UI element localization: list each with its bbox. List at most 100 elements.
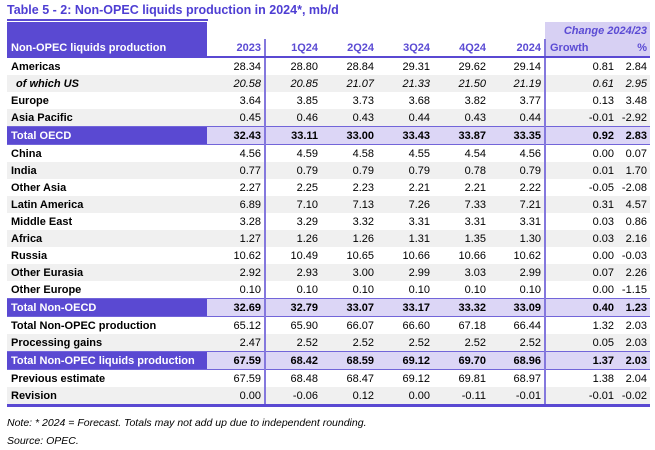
cell-value: 1.30 — [489, 230, 546, 247]
cell-value: 0.10 — [265, 281, 321, 299]
column-header: 2023 — [207, 39, 266, 58]
cell-value: 28.84 — [321, 57, 377, 75]
cell-value: 10.66 — [433, 247, 489, 264]
cell-value: 2.52 — [377, 334, 433, 352]
cell-value: -0.06 — [265, 387, 321, 407]
table-row: Americas 28.34 28.80 28.84 29.31 29.62 29.14 0.… — [7, 57, 650, 75]
note-text: Note: * 2024 = Forecast. Totals may not … — [7, 417, 367, 429]
cell-value: 6.89 — [207, 196, 266, 213]
cell-value: 2.47 — [207, 334, 266, 352]
cell-value: 10.65 — [321, 247, 377, 264]
table-body: Americas 28.34 28.80 28.84 29.31 29.62 29.14 0.… — [7, 57, 650, 407]
production-table: Non-OPEC liquids production Change 2024/… — [7, 22, 650, 407]
table-row: Europe 3.64 3.85 3.73 3.68 3.82 3.77 0.13 3.48 — [7, 92, 650, 109]
cell-value: 65.90 — [265, 316, 321, 334]
cell-value: 29.31 — [377, 57, 433, 75]
cell-value: 7.26 — [377, 196, 433, 213]
cell-value: 3.73 — [321, 92, 377, 109]
cell-value: 20.85 — [265, 75, 321, 92]
table-header-label: Non-OPEC liquids production — [7, 22, 207, 58]
cell-value: 0.10 — [489, 281, 546, 299]
table-row: Total Non-OPEC production 65.12 65.90 66.07… — [7, 316, 650, 334]
cell-value: 2.03 — [617, 334, 650, 352]
row-label: Total OECD — [7, 126, 207, 145]
cell-value: 69.12 — [377, 351, 433, 370]
cell-value: 3.03 — [433, 264, 489, 281]
cell-value: 3.32 — [321, 213, 377, 230]
cell-value: 0.10 — [433, 281, 489, 299]
cell-value: 2.52 — [265, 334, 321, 352]
cell-value: 0.77 — [207, 162, 266, 179]
row-label: Middle East — [7, 213, 207, 230]
cell-value: 69.12 — [377, 369, 433, 387]
table-row: Total Non-OPEC liquids production 67.59 68… — [7, 351, 650, 370]
cell-value: 1.35 — [433, 230, 489, 247]
cell-value: 2.84 — [617, 57, 650, 75]
cell-value: 4.56 — [489, 144, 546, 162]
cell-value: 2.95 — [617, 75, 650, 92]
row-label: Total Non-OECD — [7, 298, 207, 317]
cell-value: 0.10 — [377, 281, 433, 299]
table-row: Revision 0.00 -0.06 0.12 0.00 -0.11 -0.01 -0.01… — [7, 387, 650, 407]
cell-value: 69.81 — [433, 369, 489, 387]
cell-value: 0.43 — [433, 109, 489, 127]
cell-value: 33.09 — [489, 298, 546, 317]
cell-value: 7.13 — [321, 196, 377, 213]
cell-value: 33.07 — [321, 298, 377, 317]
cell-value: 2.52 — [433, 334, 489, 352]
cell-value: -0.01 — [489, 387, 546, 407]
cell-value: 68.96 — [489, 351, 546, 370]
cell-value: 2.25 — [265, 179, 321, 196]
cell-value: 33.32 — [433, 298, 489, 317]
cell-value: -0.01 — [545, 109, 617, 127]
cell-value: 29.62 — [433, 57, 489, 75]
cell-value: 2.23 — [321, 179, 377, 196]
cell-value: -1.15 — [617, 281, 650, 299]
cell-value: 0.00 — [207, 387, 266, 407]
table-row: Russia 10.62 10.49 10.65 10.66 10.66 10.62 0.00… — [7, 247, 650, 264]
table-row: Latin America 6.89 7.10 7.13 7.26 7.33 7.21 0.3… — [7, 196, 650, 213]
table-row: Processing gains 2.47 2.52 2.52 2.52 2.52 2.52… — [7, 334, 650, 352]
row-label: Total Non-OPEC liquids production — [7, 351, 207, 370]
row-label: Other Asia — [7, 179, 207, 196]
column-header-row: 2023 1Q24 2Q24 3Q24 4Q24 2024 Growth% — [7, 39, 650, 58]
cell-value: 3.64 — [207, 92, 266, 109]
cell-value: 3.00 — [321, 264, 377, 281]
cell-value: 4.55 — [377, 144, 433, 162]
cell-value: 2.99 — [377, 264, 433, 281]
cell-value: 0.10 — [321, 281, 377, 299]
cell-value: 2.93 — [265, 264, 321, 281]
cell-value: -0.05 — [545, 179, 617, 196]
cell-value: 1.26 — [321, 230, 377, 247]
cell-value: 2.22 — [489, 179, 546, 196]
table-row: Other Asia 2.27 2.25 2.23 2.21 2.21 2.22 -0.05-… — [7, 179, 650, 196]
row-label: Latin America — [7, 196, 207, 213]
cell-value: 0.01 — [545, 162, 617, 179]
cell-value: 0.03 — [545, 230, 617, 247]
title-underline — [7, 19, 208, 21]
cell-value: 0.00 — [545, 281, 617, 299]
cell-value: 0.31 — [545, 196, 617, 213]
row-label: Asia Pacific — [7, 109, 207, 127]
cell-value: 0.00 — [377, 387, 433, 407]
cell-value: 2.03 — [617, 316, 650, 334]
cell-value: 20.58 — [207, 75, 266, 92]
cell-value: 0.79 — [377, 162, 433, 179]
cell-value: 69.70 — [433, 351, 489, 370]
cell-value: 4.59 — [265, 144, 321, 162]
cell-value: 1.70 — [617, 162, 650, 179]
cell-value: 4.58 — [321, 144, 377, 162]
cell-value: 2.52 — [321, 334, 377, 352]
table-row: of which US 20.58 20.85 21.07 21.33 21.50 21.1… — [7, 75, 650, 92]
cell-value: 1.38 — [545, 369, 617, 387]
cell-value: 21.50 — [433, 75, 489, 92]
cell-value: 3.31 — [489, 213, 546, 230]
column-header: 2024 — [489, 39, 546, 58]
cell-value: 21.33 — [377, 75, 433, 92]
cell-value: 1.32 — [545, 316, 617, 334]
cell-value: 4.56 — [207, 144, 266, 162]
cell-value: -0.01 — [545, 387, 617, 407]
row-label: Revision — [7, 387, 207, 407]
cell-value: 0.07 — [545, 264, 617, 281]
cell-value: 68.59 — [321, 351, 377, 370]
